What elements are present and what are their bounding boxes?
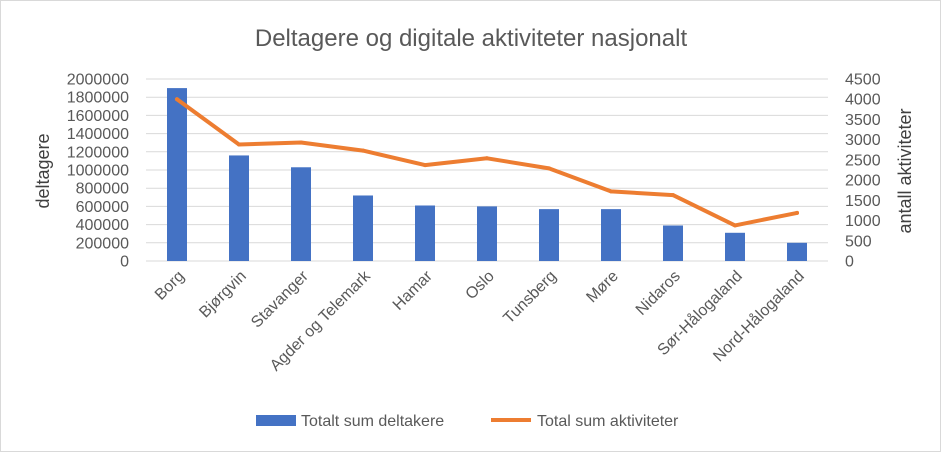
bar <box>291 167 311 261</box>
legend-bar-swatch <box>256 415 296 426</box>
left-axis-title: deltagere <box>33 133 53 208</box>
bar <box>229 155 249 261</box>
left-tick-label: 1200000 <box>67 144 129 161</box>
left-axis-ticks: 2000000180000016000001400000120000010000… <box>67 72 129 271</box>
line-point <box>175 97 179 102</box>
right-tick-label: 2500 <box>845 152 881 169</box>
left-tick-label: 200000 <box>76 235 129 252</box>
right-axis-ticks: 4500 4000 3500 3000 2500 2000 1500 1000 500 0 <box>845 72 881 271</box>
line-point <box>733 223 737 228</box>
right-tick-label: 1500 <box>845 193 881 210</box>
line-point <box>795 210 799 215</box>
right-axis-title: antall aktiviteter <box>895 108 915 233</box>
line-point <box>547 166 551 171</box>
left-tick-label: 600000 <box>76 199 129 216</box>
left-tick-label: 400000 <box>76 217 129 234</box>
legend-line-label: Total sum aktiviteter <box>537 413 679 430</box>
left-tick-label: 2000000 <box>67 72 129 89</box>
bar <box>167 88 187 261</box>
line-point <box>423 163 427 168</box>
right-tick-label: 1000 <box>845 213 881 230</box>
category-label: Borg <box>152 268 188 304</box>
line-point <box>361 148 365 153</box>
right-tick-label: 4000 <box>845 92 881 109</box>
right-tick-label: 3000 <box>845 132 881 149</box>
left-tick-label: 0 <box>120 254 129 271</box>
category-label: Oslo <box>463 268 498 303</box>
bar <box>725 232 745 261</box>
category-label: Tunsberg <box>500 268 559 327</box>
line-point <box>485 156 489 161</box>
bar-series <box>167 88 807 261</box>
chart-title: Deltagere og digitale aktiviteter nasjon… <box>255 25 688 52</box>
line-point <box>671 193 675 198</box>
line-point <box>237 142 241 147</box>
category-label: Hamar <box>390 267 436 313</box>
legend-bar-label: Totalt sum deltakere <box>301 413 444 430</box>
line-point <box>299 140 303 145</box>
left-tick-label: 1800000 <box>67 90 129 107</box>
category-label: Bjørgvin <box>196 268 250 322</box>
right-tick-label: 2000 <box>845 173 881 190</box>
right-tick-label: 500 <box>845 233 872 250</box>
left-tick-label: 1000000 <box>67 163 129 180</box>
right-tick-label: 0 <box>845 254 854 271</box>
bar <box>787 242 807 261</box>
left-tick-label: 1400000 <box>67 126 129 143</box>
bar <box>663 225 683 261</box>
category-label: Nidaros <box>633 268 684 319</box>
bar <box>539 209 559 261</box>
bar <box>601 209 621 261</box>
left-tick-label: 1600000 <box>67 108 129 125</box>
bar <box>353 195 373 261</box>
line-point <box>609 189 613 194</box>
right-tick-label: 4500 <box>845 72 881 89</box>
category-label: Stavanger <box>248 267 312 331</box>
left-tick-label: 800000 <box>76 181 129 198</box>
category-label: Møre <box>583 268 621 306</box>
line-series <box>175 97 799 228</box>
bar <box>415 205 435 261</box>
legend: Totalt sum deltakere Total sum aktivitet… <box>256 413 679 430</box>
right-tick-label: 3500 <box>845 112 881 129</box>
bar <box>477 206 497 261</box>
